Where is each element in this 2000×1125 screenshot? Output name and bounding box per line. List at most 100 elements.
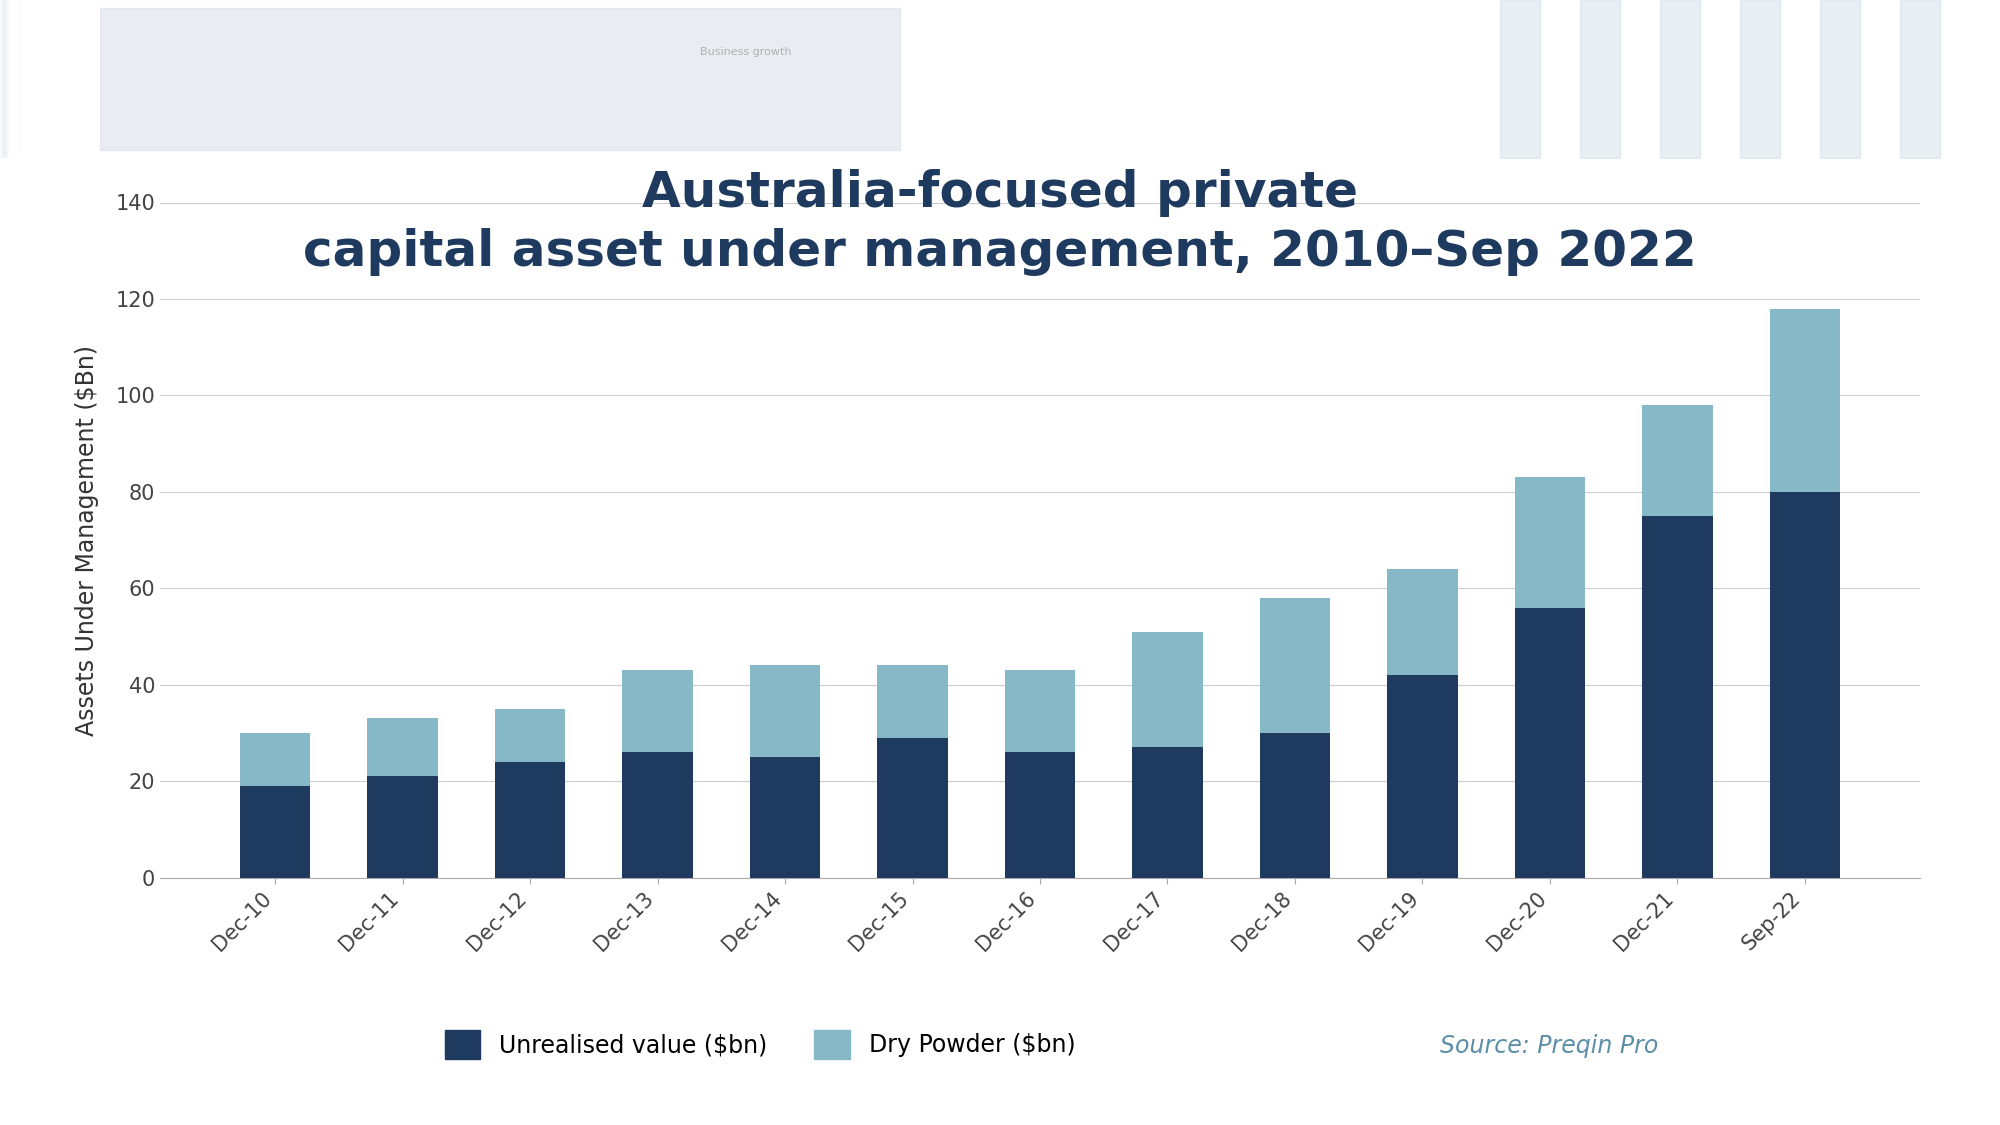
Bar xyxy=(8,0,18,158)
Bar xyxy=(368,776,438,878)
Bar xyxy=(6,0,16,158)
Bar xyxy=(4,0,14,158)
Bar xyxy=(0,0,10,158)
Bar xyxy=(1132,747,1202,878)
Bar xyxy=(0,0,10,158)
Bar xyxy=(1642,405,1712,516)
Bar xyxy=(2,0,12,158)
Bar xyxy=(4,0,14,158)
Bar xyxy=(6,0,16,158)
Bar xyxy=(8,0,18,158)
Bar xyxy=(878,665,948,738)
Legend: Unrealised value ($bn), Dry Powder ($bn): Unrealised value ($bn), Dry Powder ($bn) xyxy=(436,1020,1084,1069)
Bar xyxy=(1770,308,1840,492)
Bar xyxy=(2,0,12,158)
Bar xyxy=(6,0,16,158)
Bar xyxy=(1388,675,1458,878)
Bar xyxy=(4,0,14,158)
Bar xyxy=(6,0,16,158)
Bar xyxy=(622,753,692,878)
Bar xyxy=(8,0,18,158)
Bar xyxy=(4,0,14,158)
Bar xyxy=(4,0,14,158)
Bar xyxy=(6,0,16,158)
Bar xyxy=(2,0,12,158)
Bar xyxy=(4,0,14,158)
Bar xyxy=(494,762,566,878)
Bar xyxy=(6,0,16,158)
Bar xyxy=(8,0,18,158)
Bar xyxy=(2,0,12,158)
Bar xyxy=(2,0,12,158)
Bar xyxy=(6,0,16,158)
Bar xyxy=(4,0,14,158)
Bar xyxy=(4,0,14,158)
Bar xyxy=(10,0,20,158)
Bar xyxy=(4,0,14,158)
Bar xyxy=(10,0,20,158)
Y-axis label: Assets Under Management ($Bn): Assets Under Management ($Bn) xyxy=(74,344,98,736)
Bar xyxy=(4,0,14,158)
Bar xyxy=(2,0,12,158)
Bar xyxy=(8,0,18,158)
Bar xyxy=(1514,477,1586,608)
Bar xyxy=(6,0,16,158)
Bar xyxy=(1004,670,1076,753)
Bar xyxy=(10,0,20,158)
Bar xyxy=(0,0,12,158)
Bar xyxy=(8,0,18,158)
Bar xyxy=(8,0,18,158)
Bar xyxy=(8,0,18,158)
Bar xyxy=(1770,492,1840,878)
Bar xyxy=(2,0,12,158)
Bar xyxy=(8,0,18,158)
Bar xyxy=(8,0,18,158)
Bar xyxy=(8,0,18,158)
Bar xyxy=(0,0,10,158)
Bar xyxy=(4,0,14,158)
Bar xyxy=(6,0,16,158)
Bar xyxy=(8,0,18,158)
Bar xyxy=(1514,608,1586,878)
Bar xyxy=(1004,753,1076,878)
Bar xyxy=(4,0,14,158)
Bar xyxy=(6,0,16,158)
Bar xyxy=(2,0,12,158)
Bar xyxy=(4,0,14,158)
Bar xyxy=(10,0,20,158)
Bar xyxy=(8,0,18,158)
Bar xyxy=(6,0,16,158)
Bar xyxy=(0,0,10,158)
Bar xyxy=(8,0,18,158)
Bar xyxy=(0,0,10,158)
Bar xyxy=(0,0,10,158)
Bar xyxy=(2,0,12,158)
Bar xyxy=(4,0,14,158)
Bar xyxy=(2,0,12,158)
Bar xyxy=(2,0,12,158)
Bar xyxy=(10,0,20,158)
Bar xyxy=(6,0,16,158)
Bar xyxy=(6,0,16,158)
Bar xyxy=(0,0,10,158)
Bar xyxy=(2,0,12,158)
Bar xyxy=(4,0,14,158)
Bar xyxy=(10,0,20,158)
Bar xyxy=(10,0,20,158)
Bar xyxy=(6,0,16,158)
Bar xyxy=(8,0,18,158)
Bar xyxy=(10,0,20,158)
Bar xyxy=(4,0,14,158)
Bar xyxy=(1132,631,1202,747)
Bar xyxy=(750,665,820,757)
Bar xyxy=(0,0,10,158)
Bar xyxy=(4,0,14,158)
Bar xyxy=(240,732,310,786)
Bar xyxy=(10,0,20,158)
Bar xyxy=(6,0,16,158)
Bar xyxy=(1260,597,1330,732)
Bar xyxy=(4,0,14,158)
Bar xyxy=(2,0,12,158)
Bar xyxy=(6,0,16,158)
Bar xyxy=(6,0,16,158)
